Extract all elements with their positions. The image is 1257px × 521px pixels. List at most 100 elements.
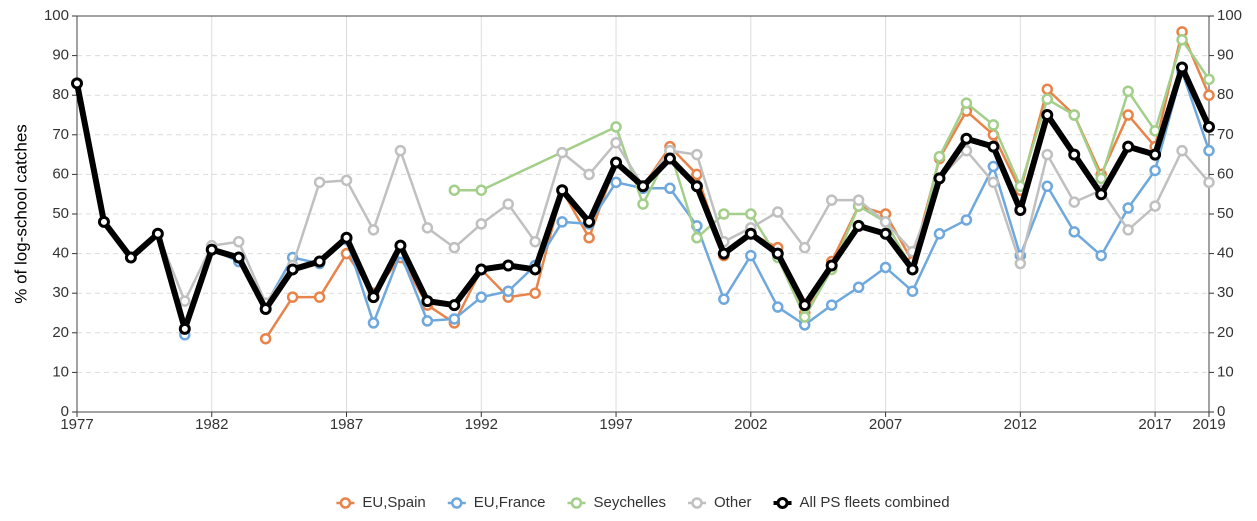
- point: [825, 194, 838, 206]
- point: [1041, 148, 1054, 161]
- point: [178, 322, 191, 335]
- point: [1203, 144, 1215, 157]
- y-tick-label: 70: [52, 126, 69, 143]
- point: [610, 176, 622, 189]
- point: [1149, 148, 1162, 161]
- point: [448, 299, 461, 312]
- y2-tick-label: 20: [1217, 324, 1234, 341]
- legend-marker: [776, 497, 789, 509]
- point: [798, 241, 811, 254]
- point: [502, 198, 514, 210]
- point: [394, 239, 407, 252]
- point: [529, 287, 541, 299]
- series-line: [183, 70, 1211, 336]
- point: [852, 219, 865, 232]
- point: [745, 208, 757, 220]
- point: [1122, 140, 1135, 153]
- y2-tick-label: 100: [1217, 7, 1242, 24]
- series-line: [74, 64, 1212, 332]
- point: [1014, 204, 1027, 217]
- point: [232, 235, 245, 248]
- point: [1068, 226, 1080, 238]
- point: [1203, 120, 1215, 133]
- point: [259, 332, 272, 345]
- point: [529, 235, 541, 248]
- y-tick-label: 10: [52, 363, 69, 380]
- legend-label: Other: [714, 494, 752, 511]
- point: [367, 224, 380, 236]
- point: [1203, 176, 1215, 189]
- y-tick-label: 0: [61, 403, 69, 420]
- y-tick-label: 30: [52, 284, 69, 301]
- legend-marker: [570, 497, 583, 509]
- y-tick-label: 60: [52, 165, 69, 182]
- point: [879, 216, 892, 228]
- point: [1014, 257, 1027, 270]
- point: [960, 97, 973, 109]
- point: [987, 160, 1000, 173]
- point: [394, 144, 407, 157]
- point: [1149, 164, 1161, 177]
- point: [745, 249, 757, 262]
- legend-label: All PS fleets combined: [800, 494, 950, 511]
- point: [718, 208, 730, 220]
- point: [825, 259, 838, 272]
- series: [448, 34, 1215, 323]
- series: [71, 61, 1215, 335]
- point: [637, 198, 649, 210]
- y-tick-label: 40: [52, 245, 69, 262]
- y-tick-label: 50: [52, 205, 69, 222]
- y2-tick-label: 10: [1217, 363, 1234, 380]
- legend-label: Seychelles: [593, 494, 666, 511]
- point: [583, 168, 595, 181]
- point: [772, 206, 784, 218]
- point: [987, 119, 1000, 131]
- point: [124, 251, 137, 264]
- x-tick-label: 2017: [1138, 416, 1171, 433]
- point: [1068, 196, 1080, 208]
- legend-marker: [451, 497, 463, 509]
- point: [179, 295, 191, 307]
- y2-tick-label: 80: [1217, 86, 1234, 103]
- point: [448, 313, 461, 325]
- point: [1041, 93, 1054, 105]
- y2-tick-label: 90: [1217, 47, 1234, 64]
- point: [1095, 188, 1108, 201]
- point: [610, 121, 622, 133]
- point: [583, 215, 596, 228]
- point: [475, 263, 488, 276]
- point: [340, 231, 353, 244]
- point: [691, 168, 703, 181]
- y-tick-label: 100: [44, 7, 69, 24]
- point: [664, 182, 676, 195]
- point: [259, 303, 272, 316]
- point: [421, 295, 434, 308]
- point: [583, 232, 595, 244]
- point: [313, 291, 326, 303]
- point: [151, 227, 164, 240]
- y2-tick-label: 40: [1217, 245, 1234, 262]
- point: [798, 311, 811, 323]
- point: [1095, 249, 1107, 262]
- point: [987, 140, 1000, 153]
- point: [1149, 125, 1161, 137]
- point: [1041, 83, 1054, 96]
- series: [179, 65, 1215, 341]
- point: [1068, 148, 1081, 161]
- point: [906, 263, 919, 276]
- x-tick-label: 1977: [60, 416, 93, 433]
- point: [97, 215, 110, 228]
- x-tick-label: 2019: [1192, 416, 1225, 433]
- point: [475, 184, 488, 196]
- y2-tick-label: 60: [1217, 165, 1234, 182]
- point: [960, 214, 973, 226]
- series: [259, 26, 1215, 345]
- point: [798, 299, 811, 312]
- point: [286, 263, 299, 276]
- point: [771, 247, 784, 260]
- legend-marker: [339, 497, 352, 509]
- plot-frame: [76, 15, 1210, 413]
- point: [421, 222, 434, 234]
